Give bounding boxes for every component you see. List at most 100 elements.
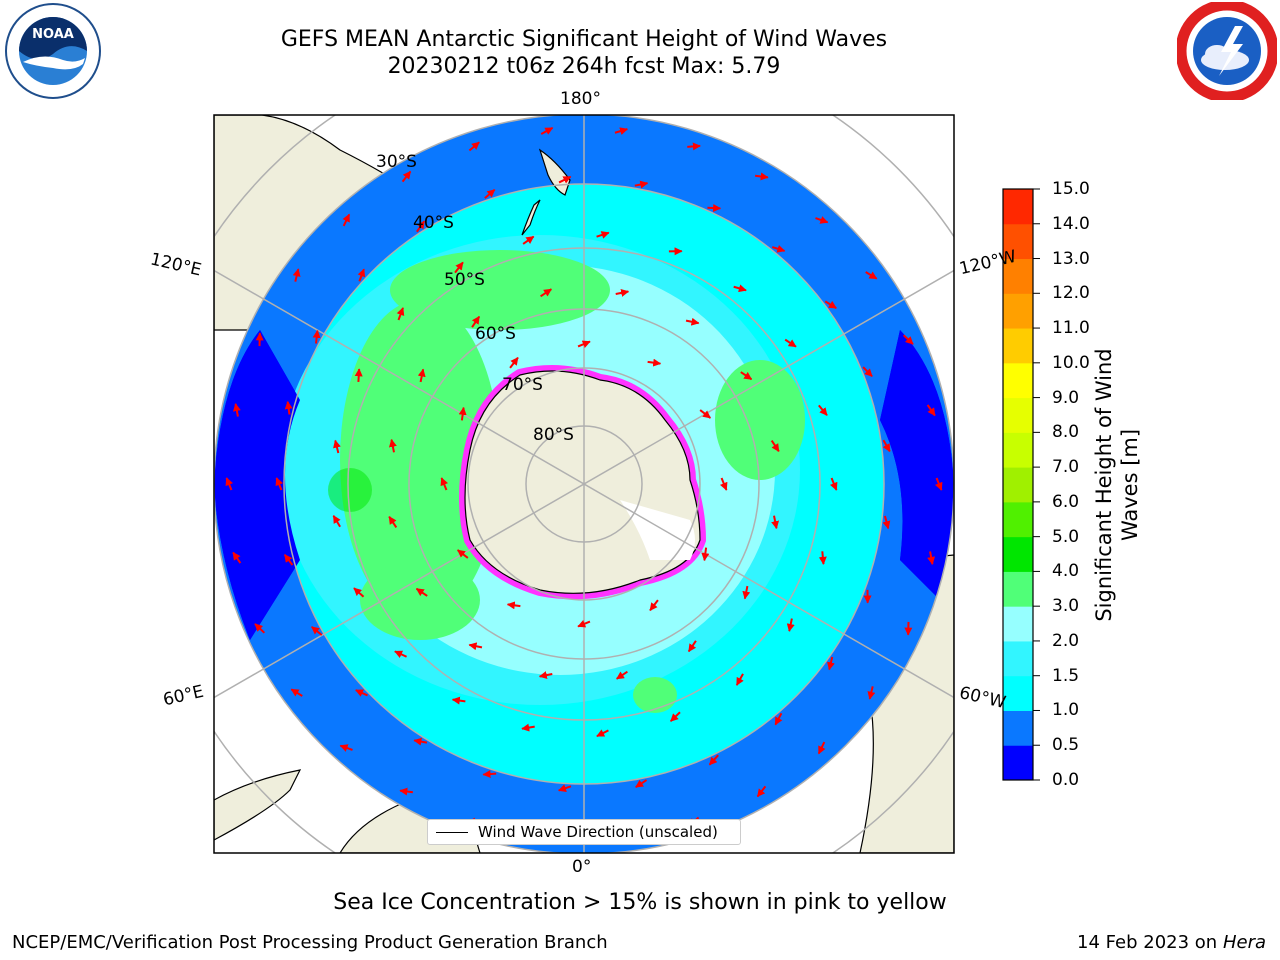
colorbar-tick-label: 13.0 [1052,248,1090,269]
noaa-logo-text: NOAA [32,27,74,42]
wind-wave-arrow [538,671,553,680]
wind-wave-arrow [451,696,466,705]
wind-wave-arrow [935,477,943,491]
credit-line: NCEP/EMC/Verification Post Processing Pr… [12,932,608,953]
wind-wave-arrow [616,670,628,680]
wind-wave-arrow [540,288,552,298]
wind-wave-arrow [735,673,744,686]
wind-wave-arrow [615,288,630,297]
wind-wave-arrow [902,334,914,345]
wind-wave-arrow [284,400,293,415]
wind-wave-arrow [332,515,341,528]
colorbar-tick-label: 1.5 [1052,665,1080,686]
wind-wave-arrow [312,329,321,344]
lat-label-40s: 40°S [413,213,454,233]
wind-wave-arrow [353,587,365,598]
wind-wave-arrow [522,235,535,245]
wind-wave-arrow [540,127,554,135]
wind-wave-arrow [699,409,711,419]
wind-wave-arrow [509,357,519,369]
wind-wave-arrow [596,231,610,239]
lat-label-50s: 50°S [444,270,485,290]
colorbar-band [1003,606,1033,642]
wind-wave-arrow [687,640,697,653]
land-new-zealand [521,148,571,236]
colorbar-band [1003,432,1033,468]
wind-wave-arrow [388,438,397,453]
colorbar-band [1003,536,1033,572]
wind-wave-arrow [458,406,467,421]
wind-wave-arrow [283,554,294,566]
map-legend: Wind Wave Direction (unscaled) [427,819,741,845]
wind-wave-arrow [770,440,780,452]
date-stamp: 14 Feb 2023 on Hera [1077,932,1266,953]
wind-wave-arrow [774,712,783,726]
wind-wave-arrow [417,368,426,383]
colorbar-band [1003,328,1033,364]
colorbar-tick-label: 6.0 [1052,491,1080,512]
colorbar-tick-label: 0.0 [1052,770,1080,790]
wind-wave-arrow [720,477,728,491]
colorbar-band [1003,675,1033,711]
lat-label-30s: 30°S [376,152,417,172]
colorbar-frame [1002,188,1034,781]
map-subtitle: 20230212 t06z 264h fcst Max: 5.79 [387,54,781,79]
wind-wave-arrow [506,601,521,610]
colorbar-band [1003,189,1033,225]
wind-wave-arrow [614,127,629,135]
wind-wave-arrow [865,271,878,280]
wind-wave-arrow [742,585,751,600]
colorbar-tick-label: 0.5 [1052,735,1080,756]
wind-wave-arrow [399,787,414,796]
wind-wave-arrow [454,261,464,274]
wind-wave-arrow [521,723,535,732]
wind-wave-arrow [771,244,786,253]
wind-wave-arrow [468,642,483,651]
map-title: GEFS MEAN Antarctic Significant Height o… [280,27,888,52]
wind-wave-arrow [830,477,838,491]
wind-wave-arrow [635,779,648,788]
colorbar-tick-label: 4.0 [1052,561,1080,582]
colorbar-tick-label: 2.0 [1052,630,1080,651]
noaa-logo-icon: NOAA [5,3,101,99]
wind-wave-arrow [254,623,266,634]
wind-wave-arrows [225,127,943,841]
wind-wave-arrow [342,213,351,227]
machine-name: Hera [1222,932,1266,953]
colorbar-band [1003,467,1033,503]
wind-wave-arrow [882,439,891,453]
colorbar-tick-label: 3.0 [1052,596,1080,617]
colorbar-tick-label: 5.0 [1052,526,1080,547]
colorbar-band [1003,501,1033,538]
wind-wave-arrow [275,477,283,491]
wind-wave-arrow [827,656,835,671]
wind-wave-arrow [756,785,767,798]
colorbar-band [1003,223,1033,260]
wind-wave-arrow [649,599,659,611]
wind-wave-arrow [415,587,428,597]
colorbar-band [1003,571,1033,607]
wind-wave-arrow [388,516,398,528]
wind-wave-arrow [754,172,769,181]
colorbar-band [1003,745,1033,781]
wind-wave-arrow [558,175,572,184]
colorbar [1003,188,1040,781]
wind-wave-arrow [471,315,481,328]
wind-wave-arrow [416,220,426,233]
wind-wave-arrow [926,404,936,417]
wind-wave-arrow [440,477,448,491]
lat-label-80s: 80°S [533,425,574,445]
colorbar-tick-label: 1.0 [1052,700,1080,721]
wind-wave-arrow [225,477,233,491]
wind-wave-arrow [482,770,497,779]
colorbar-band [1003,362,1033,399]
wind-wave-arrow [824,300,837,309]
nws-logo-icon [1177,2,1277,100]
wind-wave-arrow [457,549,469,559]
wind-wave-arrow [687,142,701,151]
legend-line-swatch [436,832,468,833]
colorbar-tick-label: 15.0 [1052,179,1090,199]
wind-wave-arrow [484,188,496,199]
colorbar-band [1003,258,1033,294]
colorbar-band [1003,640,1033,677]
